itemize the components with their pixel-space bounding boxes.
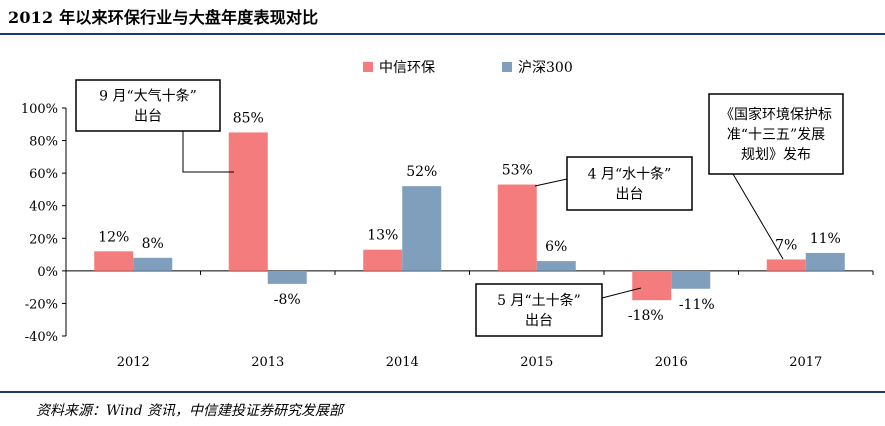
bar-env-2014 — [363, 249, 403, 271]
legend-label-0: 中信环保 — [379, 60, 435, 76]
annotation-text: 规划》发布 — [741, 147, 811, 163]
data-label: 8% — [142, 236, 164, 252]
annotation-text: 出台 — [134, 109, 162, 125]
data-label: 53% — [502, 163, 533, 179]
legend-swatch-1 — [502, 62, 512, 72]
x-tick-label: 2015 — [520, 355, 553, 370]
x-tick-label: 2016 — [655, 355, 688, 370]
y-tick-label: 100% — [21, 102, 58, 117]
bar-env-2012 — [94, 251, 134, 271]
annotation-leader — [601, 287, 642, 299]
legend-label-1: 沪深300 — [518, 60, 573, 76]
bar-env-2016 — [632, 270, 672, 301]
annotation-text: 出台 — [616, 187, 644, 203]
data-label: 7% — [775, 237, 797, 253]
bar-hs300-2012 — [133, 257, 173, 271]
data-label: -18% — [628, 308, 664, 324]
x-tick-label: 2014 — [386, 355, 419, 370]
data-label: -11% — [679, 297, 715, 313]
annotation-text: 9 月“大气十条” — [99, 88, 197, 105]
bar-hs300-2014 — [402, 186, 442, 271]
annotation-box — [566, 156, 693, 211]
x-tick-label: 2017 — [789, 355, 822, 370]
data-label: 13% — [367, 228, 398, 244]
data-label: 12% — [98, 229, 129, 245]
source-note: 资料来源：Wind 资讯，中信建投证券研究发展部 — [36, 403, 344, 419]
annotation-box — [75, 79, 221, 132]
bar-hs300-2015 — [536, 261, 576, 271]
annotation-box — [475, 283, 603, 337]
annotation-box — [708, 93, 844, 175]
annotation-text: 《国家环境保护标 — [720, 106, 832, 123]
y-tick-label: 40% — [29, 200, 58, 215]
annotations: 9 月“大气十条” 出台 4 月“水十条” 出台 5 月“土十条” 出台 《国家环境保护标准… — [75, 79, 844, 337]
bars — [94, 132, 845, 301]
annotation-text: 准“十三五”发展 — [727, 127, 825, 143]
title-divider — [0, 33, 885, 35]
annotation-text: 4 月“水十条” — [588, 166, 672, 183]
x-tick-label: 2012 — [117, 355, 150, 370]
data-label: 85% — [233, 110, 264, 126]
annotation-text: 出台 — [525, 313, 553, 329]
y-tick-label: -40% — [25, 330, 58, 345]
annotation-leader — [534, 178, 568, 187]
y-tick-label: -20% — [25, 297, 58, 312]
annotation-text: 5 月“土十条” — [497, 292, 581, 309]
bar-env-2017 — [766, 259, 806, 271]
annotation-callout-2013: 9 月“大气十条” 出台 — [75, 79, 234, 173]
data-label: -8% — [274, 292, 301, 308]
bar-env-2013 — [228, 132, 268, 271]
bar-hs300-2016 — [671, 270, 711, 289]
annotation-callout-2016: 5 月“土十条” 出台 — [475, 283, 642, 337]
annotation-leader — [732, 173, 784, 260]
bar-hs300-2017 — [805, 252, 845, 271]
y-tick-label: 80% — [29, 135, 58, 150]
x-tick-label: 2013 — [251, 355, 284, 370]
bar-env-2015 — [497, 184, 537, 271]
legend-swatch-0 — [363, 62, 373, 72]
annotation-callout-2015: 4 月“水十条” 出台 — [534, 156, 693, 211]
data-label: 11% — [810, 231, 841, 247]
chart-title: 2012 年以来环保行业与大盘年度表现对比 — [8, 8, 319, 27]
data-label: 6% — [545, 239, 567, 255]
annotation-leader — [182, 131, 234, 173]
chart-axes: -40% -20% 0% 20% 40% 60% 80% 100% 2012 2013 2014 20… — [21, 102, 874, 370]
legend: 中信环保 沪深300 — [363, 60, 573, 76]
footer-divider — [0, 391, 885, 393]
bar-hs300-2013 — [267, 270, 307, 284]
data-labels: 12% 85% 13% 53% -18% 7% 8% -8% 52% 6% -11% 11% — [98, 110, 841, 324]
y-tick-label: 60% — [29, 167, 58, 182]
data-label: 52% — [406, 164, 437, 180]
y-tick-label: 0% — [37, 265, 58, 280]
y-tick-label: 20% — [29, 232, 58, 247]
